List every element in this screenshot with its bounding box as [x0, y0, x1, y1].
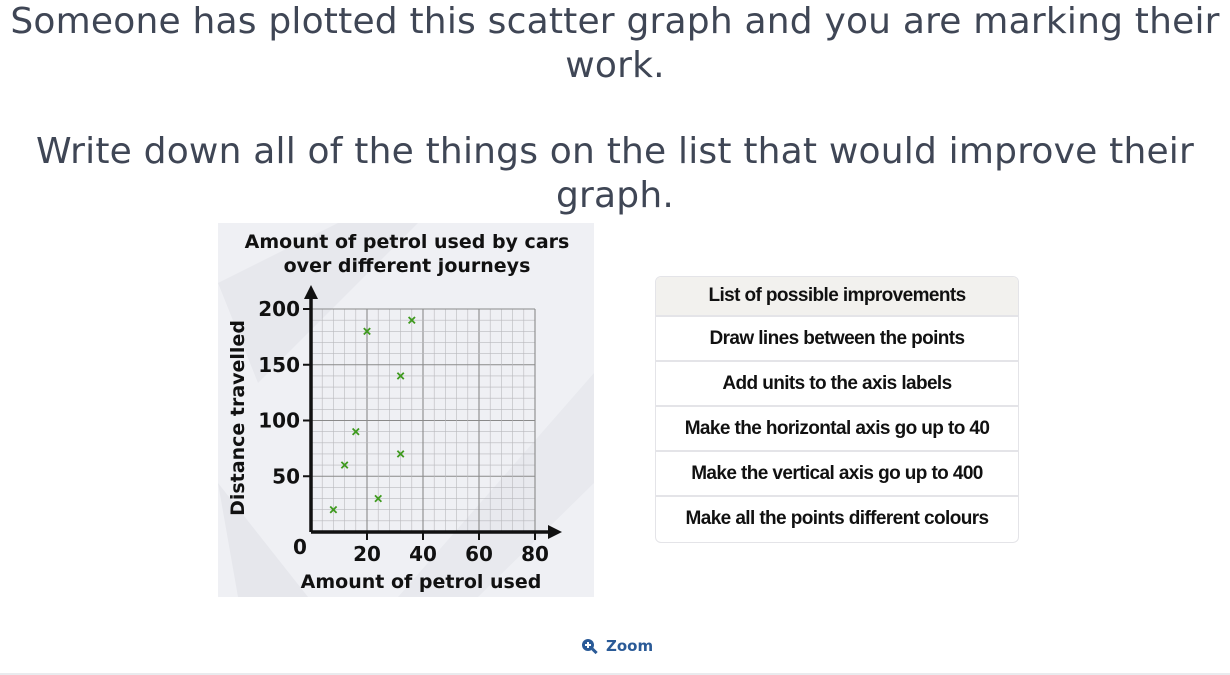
- data-point: [363, 327, 371, 336]
- improvement-item: Make all the points different colours: [685, 507, 990, 529]
- improvement-item: Draw lines between the points: [656, 317, 1018, 362]
- x-axis-arrow: [548, 525, 562, 539]
- chart-title-line-1: Amount of petrol used by cars: [245, 231, 570, 253]
- y-tick-label: 50: [272, 464, 300, 488]
- y-tick-label: 150: [258, 353, 300, 377]
- bottom-divider: [0, 673, 1230, 675]
- data-point: [374, 494, 383, 503]
- figure-background-texture: [218, 223, 594, 597]
- data-point-stroke: [374, 494, 383, 503]
- improvements-table-header: List of possible improvements: [656, 277, 1018, 317]
- zoom-label: Zoom: [606, 637, 654, 655]
- scatter-graph: Amount of petrol used by cars over diffe…: [218, 223, 594, 597]
- data-point: [340, 461, 349, 469]
- chart-axes: [304, 285, 562, 539]
- y-axis-arrow: [304, 285, 318, 299]
- y-axis-label: Distance travelled: [227, 320, 249, 516]
- x-tick-label: 80: [521, 542, 549, 566]
- data-point-stroke: [363, 327, 371, 336]
- x-axis-label: Amount of petrol used: [301, 571, 542, 593]
- data-point: [407, 316, 416, 324]
- data-point: [396, 450, 405, 458]
- data-point: [351, 427, 360, 436]
- improvement-item: Make the horizontal axis go up to 40: [656, 407, 1018, 452]
- question-line-1: Someone has plotted this scatter graph a…: [10, 1, 1220, 86]
- improvement-item: Add units to the axis labels: [656, 362, 1018, 407]
- chart-grid: [311, 308, 536, 532]
- chart-points: [329, 316, 416, 514]
- question-line-2: Write down all of the things on the list…: [35, 131, 1195, 216]
- data-point-stroke: [340, 461, 349, 469]
- x-tick-label: 20: [353, 542, 381, 566]
- scatter-graph-figure: Amount of petrol used by cars over diffe…: [218, 223, 594, 597]
- origin-label: 0: [293, 535, 307, 559]
- chart-ticks: 20 40 60 80 50 100 150 200: [258, 297, 549, 566]
- data-point-stroke: [396, 372, 405, 380]
- data-point-stroke: [396, 450, 405, 458]
- data-point: [396, 372, 405, 380]
- data-point-stroke: [329, 505, 338, 514]
- x-tick-label: 40: [409, 542, 437, 566]
- magnifier-plus-icon: [582, 638, 598, 654]
- y-tick-label: 100: [258, 409, 300, 433]
- zoom-button[interactable]: Zoom: [581, 634, 653, 658]
- data-point-stroke: [407, 316, 416, 324]
- data-point: [329, 505, 338, 514]
- data-point-stroke: [351, 427, 360, 436]
- x-tick-label: 60: [465, 542, 493, 566]
- y-tick-label: 200: [258, 297, 300, 321]
- chart-title-line-2: over different journeys: [284, 255, 531, 277]
- improvement-item: Make the vertical axis go up to 400: [656, 452, 1018, 497]
- improvements-table: List of possible improvements Draw lines…: [655, 276, 1019, 543]
